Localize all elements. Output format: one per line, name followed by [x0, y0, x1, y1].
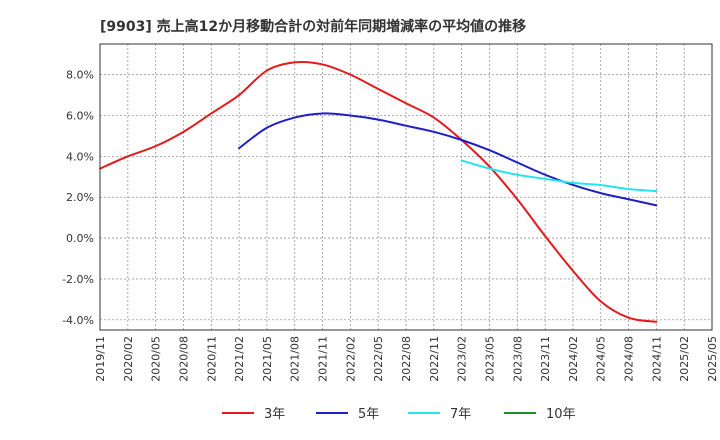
- x-tick-label: 2024/05: [595, 336, 608, 382]
- x-tick-label: 2025/02: [678, 336, 691, 382]
- chart-title: [9903] 売上高12か月移動合計の対前年同期増減率の平均値の推移: [100, 19, 527, 35]
- legend-label: 5年: [358, 407, 379, 422]
- plot-frame: [99, 43, 713, 331]
- x-tick-label: 2021/08: [289, 336, 302, 382]
- legend-label: 3年: [264, 407, 285, 422]
- y-tick-label: 2.0%: [66, 191, 94, 204]
- series-lines: [99, 60, 658, 323]
- series-line-3: [460, 159, 658, 193]
- x-tick-label: 2021/02: [233, 336, 246, 382]
- x-tick-label: 2024/08: [623, 336, 636, 382]
- y-axis-ticks: 8.0% 6.0% 4.0% 2.0% 0.0% -2.0% -4.0%: [62, 69, 94, 327]
- plot-border: [99, 43, 713, 331]
- x-tick-label: 2022/05: [372, 336, 385, 382]
- x-axis-ticks: 2019/11 2020/02 2020/05 2020/08 2020/11 2021/…: [94, 336, 719, 382]
- x-tick-label: 2020/02: [122, 336, 135, 382]
- x-tick-label: 2023/08: [511, 336, 524, 382]
- x-tick-label: 2024/11: [650, 336, 663, 382]
- y-tick-label: 4.0%: [66, 150, 94, 163]
- y-tick-label: 0.0%: [66, 232, 94, 245]
- series-line-1: [99, 60, 658, 323]
- x-tick-label: 2023/11: [539, 336, 552, 382]
- y-tick-label: -4.0%: [62, 314, 94, 327]
- legend-label: 7年: [450, 407, 471, 422]
- x-tick-label: 2023/05: [483, 336, 496, 382]
- x-tick-label: 2020/05: [150, 336, 163, 382]
- y-tick-label: 8.0%: [66, 69, 94, 82]
- y-tick-label: -2.0%: [62, 273, 94, 286]
- x-tick-label: 2024/02: [567, 336, 580, 382]
- x-tick-label: 2021/11: [317, 336, 330, 382]
- grid-lines: [99, 44, 713, 330]
- x-tick-label: 2022/11: [428, 336, 441, 382]
- x-tick-label: 2022/08: [400, 336, 413, 382]
- x-tick-label: 2022/02: [344, 336, 357, 382]
- x-tick-label: 2023/02: [456, 336, 469, 382]
- y-tick-label: 6.0%: [66, 110, 94, 123]
- legend-label: 10年: [546, 407, 576, 422]
- series-line-2: [238, 112, 658, 207]
- x-tick-label: 2020/11: [205, 336, 218, 382]
- legend: 3年 5年 7年 10年: [222, 407, 576, 422]
- x-tick-label: 2025/05: [706, 336, 719, 382]
- x-tick-label: 2019/11: [94, 336, 107, 382]
- x-tick-label: 2021/05: [261, 336, 274, 382]
- x-tick-label: 2020/08: [177, 336, 190, 382]
